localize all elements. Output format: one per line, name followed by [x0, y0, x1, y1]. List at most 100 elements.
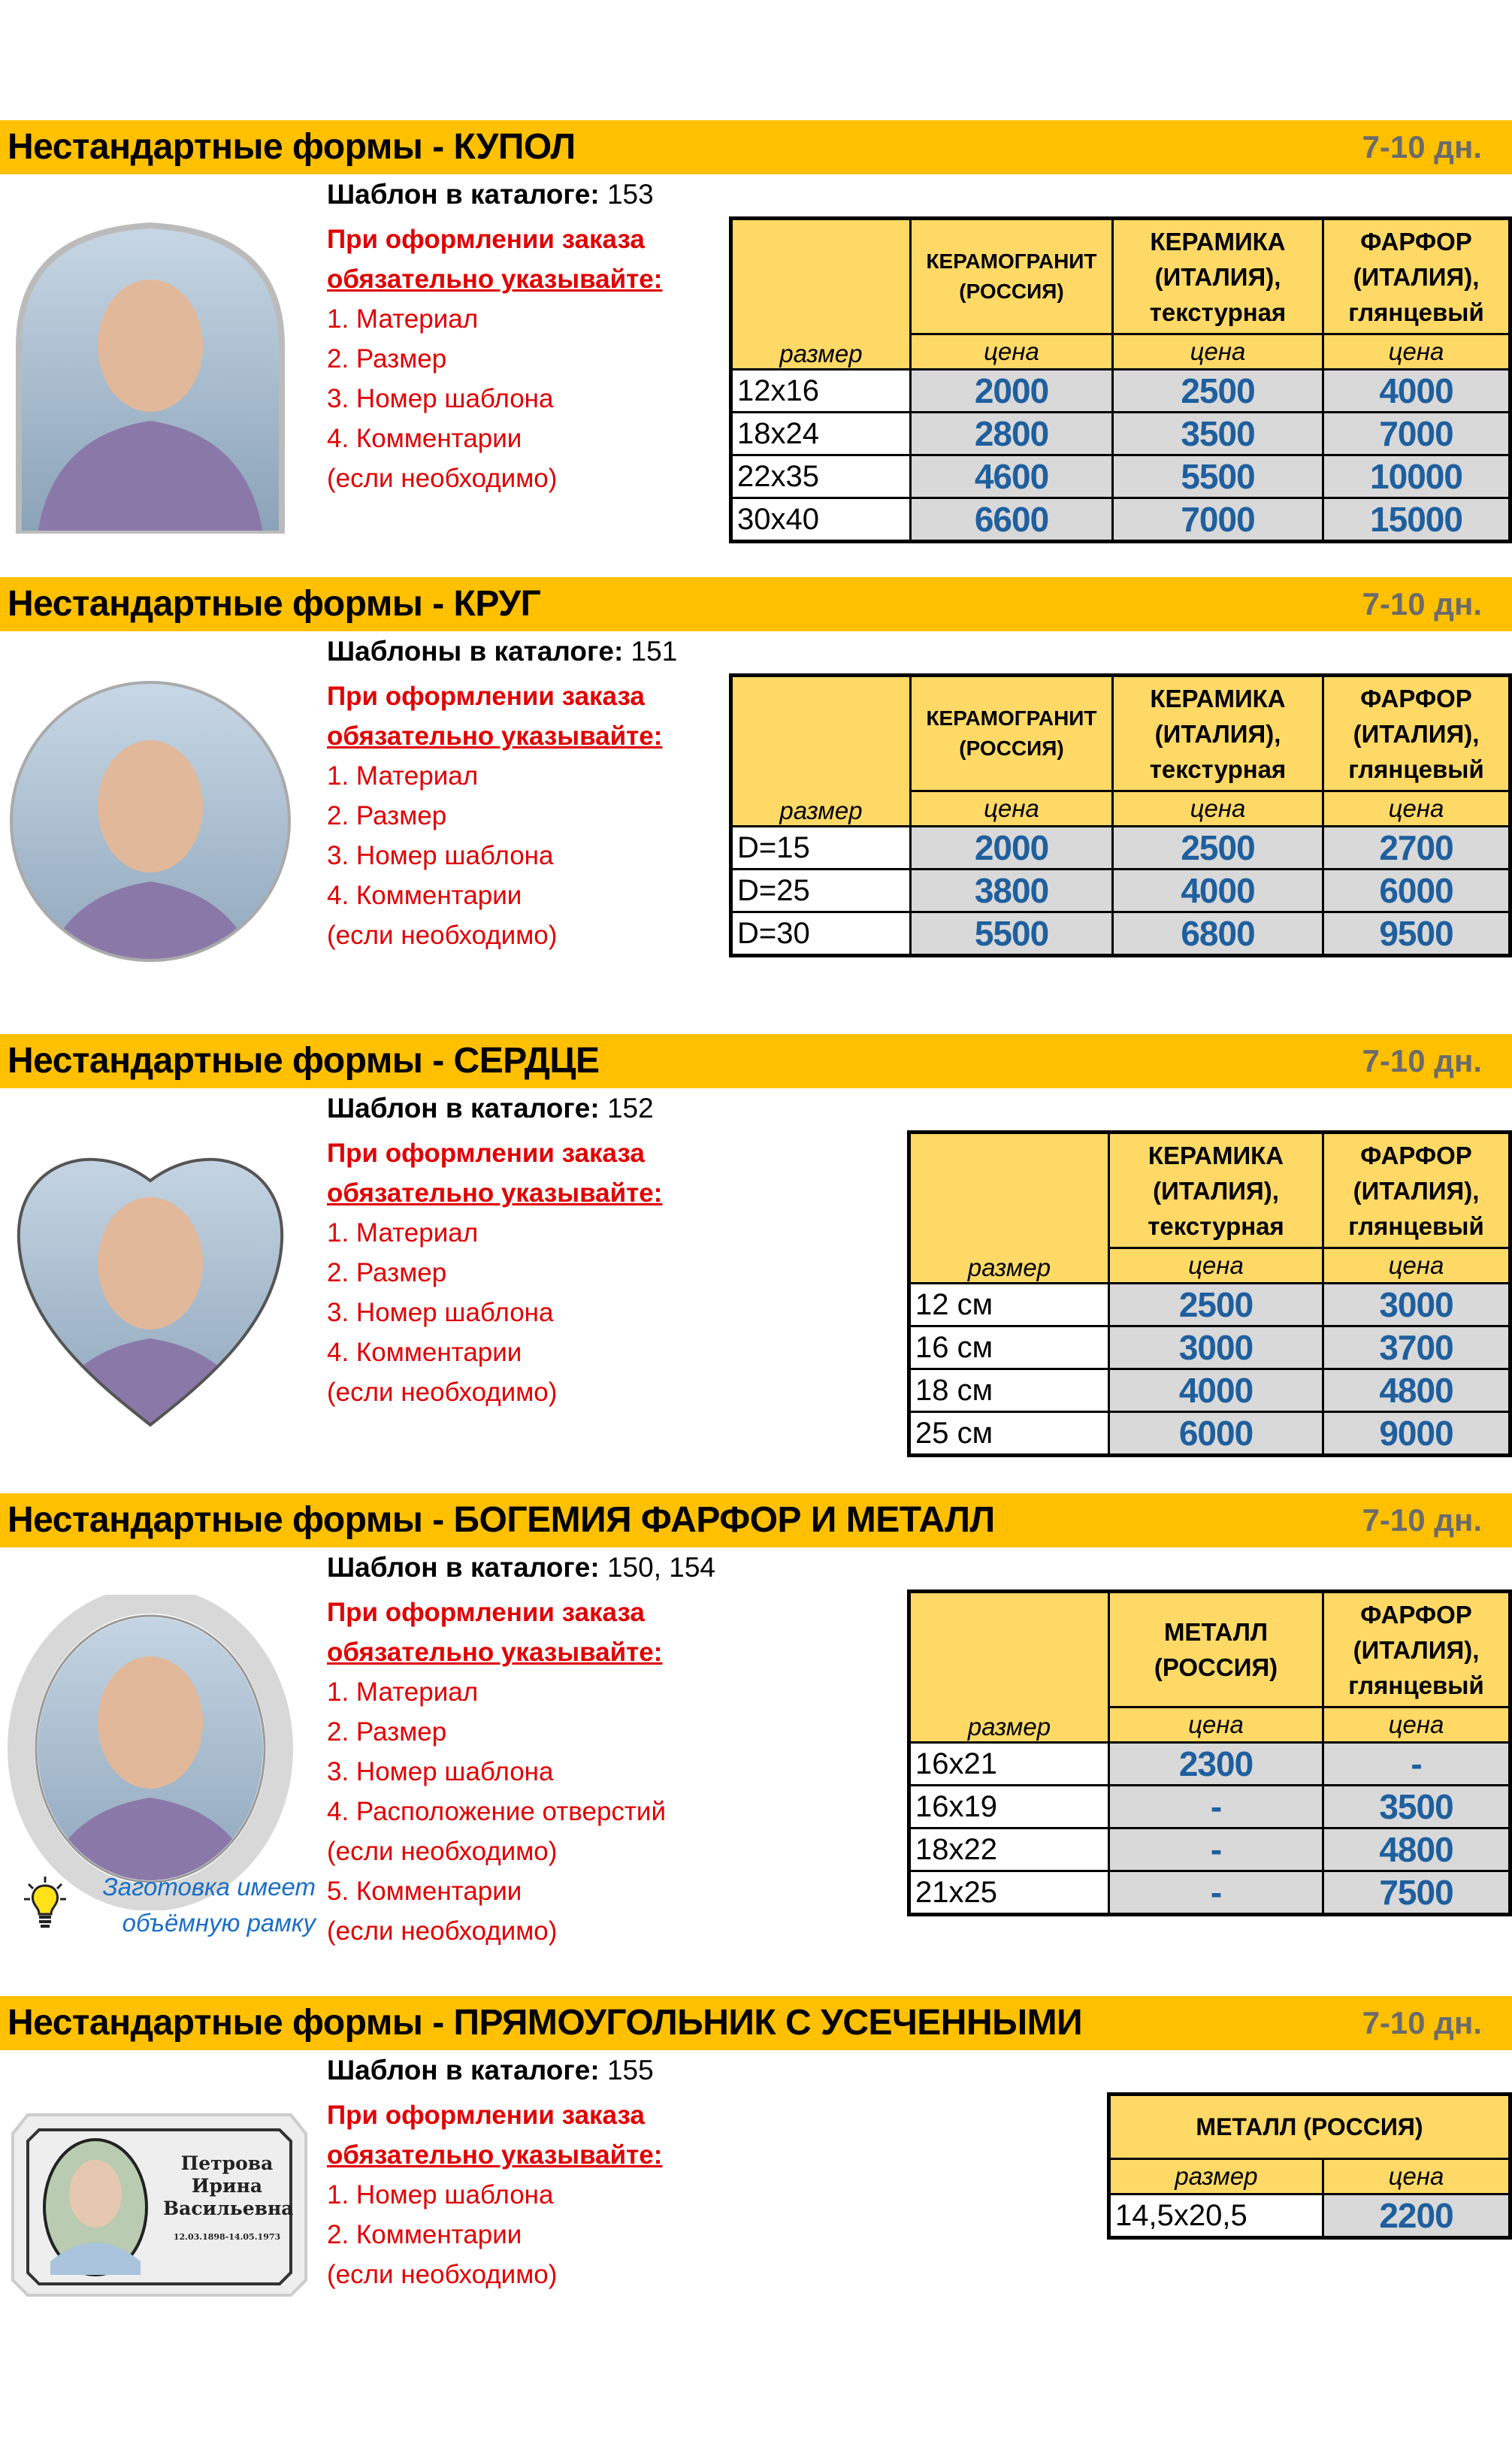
price-table: размер МЕТАЛЛ (РОССИЯ) ФАРФОР (ИТАЛИЯ), гл… — [907, 1589, 1512, 1916]
table-row: D=25 3800 4000 6000 — [730, 868, 1511, 913]
material-header: КЕРАМОГРАНИТ (РОССИЯ) — [909, 217, 1114, 335]
header-row: размер КЕРАМИКА (ИТАЛИЯ), текстурная ФАРФО… — [908, 1131, 1511, 1284]
requirement-item: 4. Комментарии — [327, 881, 522, 910]
requirement-item: 2. Размер — [327, 1258, 447, 1287]
size-header: размер — [908, 1131, 1110, 1284]
table-row: D=30 5500 6800 9500 — [730, 911, 1511, 957]
order-heading-underlined: обязательно указывайте: — [327, 721, 663, 751]
order-heading: При оформлении заказа — [327, 1139, 645, 1168]
price-cell: 2500 — [1111, 825, 1324, 870]
material-header: ФАРФОР (ИТАЛИЯ), глянцевый — [1322, 1131, 1511, 1249]
section-3: Нестандартные формы - СЕРДЦЕ 7-10 дн. Шабл… — [0, 1034, 1512, 1485]
price-table: размер КЕРАМОГРАНИТ (РОССИЯ) КЕРАМИКА (ИТА… — [729, 216, 1512, 543]
requirement-item: 4. Комментарии — [327, 1338, 522, 1367]
price-cell: 2000 — [909, 368, 1114, 413]
price-cell: 2200 — [1322, 2193, 1511, 2239]
price-cell: 3500 — [1322, 1784, 1511, 1829]
section-4: Нестандартные формы - БОГЕМИЯ ФАРФОР И М… — [0, 1493, 1512, 1946]
price-cell: 15000 — [1322, 497, 1511, 543]
catalog-number: Шаблон в каталоге: 155 — [327, 2055, 654, 2086]
requirement-item: (если необходимо) — [327, 1916, 558, 1946]
catalog-value: 151 — [623, 636, 678, 667]
size-cell: 12x16 — [730, 368, 912, 413]
table-row: D=15 2000 2500 2700 — [730, 825, 1511, 870]
section-header-bar: Нестандартные формы - КРУГ 7-10 дн. — [0, 577, 1512, 631]
requirement-item: 5. Комментарии — [327, 1877, 522, 1906]
price-cell: - — [1108, 1827, 1324, 1872]
material-header: ФАРФОР (ИТАЛИЯ), глянцевый — [1322, 217, 1511, 335]
frame-note: Заготовка имеет объёмную рамку — [83, 1869, 316, 1941]
price-cell: 2500 — [1111, 368, 1324, 413]
catalog-label: Шаблон в каталоге: — [327, 1093, 600, 1124]
price-cell: 9500 — [1322, 911, 1511, 957]
price-cell: 3000 — [1108, 1325, 1324, 1370]
order-heading: При оформлении заказа — [327, 1598, 645, 1627]
catalog-value: 155 — [599, 2055, 654, 2086]
price-header: цена — [1111, 790, 1324, 827]
table-row: 14,5x20,5 2200 — [1108, 2193, 1511, 2239]
price-cell: - — [1108, 1784, 1324, 1829]
requirement-item: 2. Размер — [327, 1717, 447, 1747]
price-cell: 4800 — [1322, 1368, 1511, 1413]
price-cell: 4000 — [1322, 368, 1511, 413]
section-title: Нестандартные формы - КРУГ — [8, 584, 541, 624]
header-row: размер КЕРАМОГРАНИТ (РОССИЯ) КЕРАМИКА (ИТА… — [730, 217, 1511, 371]
size-cell: D=25 — [730, 868, 912, 913]
size-cell: 22x35 — [730, 454, 912, 499]
price-cell: 6800 — [1111, 911, 1324, 957]
price-cell: 4800 — [1322, 1827, 1511, 1872]
requirement-item: 3. Номер шаблона — [327, 384, 554, 413]
size-cell: D=30 — [730, 911, 912, 957]
subheader-row: цена цена цена — [731, 790, 1511, 827]
price-cell: 10000 — [1322, 454, 1511, 499]
size-cell: 14,5x20,5 — [1108, 2193, 1324, 2239]
header-row: размер КЕРАМОГРАНИТ (РОССИЯ) КЕРАМИКА (ИТА… — [730, 674, 1511, 827]
price-table: размер КЕРАМОГРАНИТ (РОССИЯ) КЕРАМИКА (ИТА… — [729, 673, 1512, 957]
price-cell: - — [1322, 1741, 1511, 1786]
size-header: размер — [730, 217, 912, 371]
size-cell: 16x19 — [908, 1784, 1110, 1829]
requirement-item: 2. Размер — [327, 801, 447, 830]
lead-time: 7-10 дн. — [1362, 2005, 1482, 2040]
plaque-line: Ирина — [191, 2175, 263, 2197]
price-header: цена — [1322, 1247, 1511, 1284]
section-header-bar: Нестандартные формы - ПРЯМОУГОЛЬНИК С УС… — [0, 1996, 1512, 2050]
catalog-number: Шаблон в каталоге: 153 — [327, 179, 654, 210]
table-row: 16x19-3500 — [908, 1784, 1511, 1829]
requirement-item: 4. Расположение отверстий — [327, 1797, 667, 1826]
size-cell: 18x24 — [730, 411, 912, 456]
header-row: МЕТАЛЛ (РОССИЯ) — [1108, 2093, 1511, 2160]
requirement-item: (если необходимо) — [327, 1378, 558, 1407]
requirement-item: (если необходимо) — [327, 921, 558, 950]
material-header: КЕРАМИКА (ИТАЛИЯ), текстурная — [1111, 217, 1324, 335]
plaque-text: Петрова Ирина Васильевна 12.03.1898-14.05.1… — [163, 2152, 293, 2249]
lead-time: 7-10 дн. — [1362, 1043, 1482, 1078]
table-row: 18x22-4800 — [908, 1827, 1511, 1872]
price-cell: 7000 — [1111, 497, 1324, 543]
requirement-item: 4. Комментарии — [327, 424, 522, 453]
material-header: МЕТАЛЛ (РОССИЯ) — [1108, 2093, 1511, 2160]
material-header: ФАРФОР (ИТАЛИЯ), глянцевый — [1322, 674, 1511, 792]
size-header: размер — [1108, 2158, 1324, 2195]
plaque-line: Петрова — [180, 2152, 274, 2174]
catalog-label: Шаблоны в каталоге: — [327, 636, 624, 667]
order-requirements: При оформлении заказа обязательно указыва… — [327, 2095, 662, 2294]
note-line: Заготовка имеет — [102, 1873, 316, 1901]
requirement-item: 1. Материал — [327, 761, 479, 791]
table-row: 18 см 4000 4800 — [908, 1368, 1511, 1413]
lead-time: 7-10 дн. — [1362, 586, 1482, 622]
material-header: КЕРАМИКА (ИТАЛИЯ), текстурная — [1108, 1131, 1324, 1249]
catalog-value: 152 — [599, 1093, 654, 1124]
material-header: МЕТАЛЛ (РОССИЯ) — [1108, 1590, 1324, 1708]
subheader-row: размер цена — [1108, 2158, 1511, 2195]
section-1: Нестандартные формы - КУПОЛ 7-10 дн. Шабло… — [0, 120, 1512, 571]
order-heading: При оформлении заказа — [327, 225, 645, 254]
plaque-line: 12.03.1898-14.05.1973 — [173, 2232, 281, 2242]
price-cell: 9000 — [1322, 1411, 1511, 1456]
size-cell: 25 см — [908, 1411, 1110, 1456]
requirement-item: 2. Комментарии — [327, 2220, 522, 2249]
requirement-item: 3. Номер шаблона — [327, 1298, 554, 1327]
size-cell: 18x22 — [908, 1827, 1110, 1872]
size-cell: 18 см — [908, 1368, 1110, 1413]
lead-time: 7-10 дн. — [1362, 1502, 1482, 1538]
